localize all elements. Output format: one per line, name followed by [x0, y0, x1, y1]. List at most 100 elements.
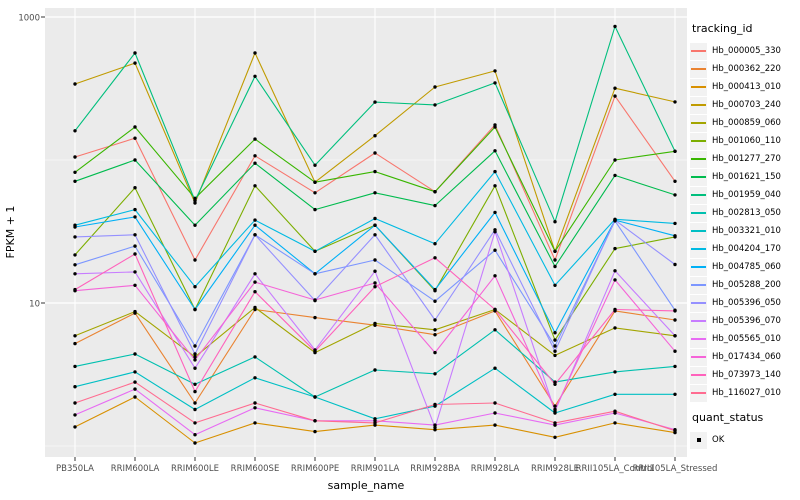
legend-item: Hb_001959_040 — [690, 186, 800, 204]
data-point — [433, 333, 437, 337]
legend-item-ok: OK — [690, 431, 800, 449]
data-point — [253, 401, 257, 405]
data-point — [493, 248, 497, 252]
data-point — [433, 203, 437, 208]
data-point — [613, 307, 617, 312]
data-point — [133, 252, 137, 256]
data-point — [433, 103, 437, 107]
data-point — [373, 134, 377, 138]
data-point — [193, 389, 197, 394]
data-point — [133, 370, 137, 374]
data-point — [493, 423, 497, 427]
x-tick-label: RRIM928LA — [471, 464, 520, 474]
data-point — [673, 262, 677, 267]
legend-item-label: Hb_000703_240 — [712, 100, 781, 110]
legend-key — [690, 132, 707, 150]
data-point — [73, 364, 77, 369]
data-point — [73, 334, 77, 338]
x-tick-label: RRIM600SE — [231, 464, 280, 474]
data-point — [313, 395, 317, 399]
data-point — [313, 419, 317, 423]
data-point — [313, 298, 317, 302]
series-color-line-icon — [691, 320, 706, 322]
data-point — [433, 190, 437, 194]
data-point — [553, 407, 557, 412]
data-point — [313, 207, 317, 212]
legend-item: Hb_116027_010 — [690, 384, 800, 402]
data-point — [493, 169, 497, 174]
series-color-line-icon — [691, 248, 706, 250]
data-point — [73, 170, 77, 174]
data-point — [133, 207, 137, 212]
data-point — [193, 198, 197, 203]
point-icon — [696, 438, 701, 442]
data-point — [493, 230, 497, 234]
legend-item: Hb_000362_220 — [690, 60, 800, 78]
data-point — [133, 233, 137, 237]
data-point — [73, 272, 77, 276]
data-point — [433, 242, 437, 246]
data-point — [493, 274, 497, 278]
legend-item: Hb_001277_270 — [690, 150, 800, 168]
data-point — [373, 258, 377, 262]
data-point — [313, 429, 317, 434]
data-point — [613, 86, 617, 90]
data-point — [373, 223, 377, 227]
legend-item: Hb_005565_010 — [690, 330, 800, 348]
data-point — [133, 380, 137, 384]
data-point — [373, 269, 377, 273]
legend-key — [690, 60, 707, 78]
data-point — [253, 272, 257, 276]
data-point — [193, 223, 197, 227]
data-point — [373, 100, 377, 104]
data-point — [433, 372, 437, 376]
x-tick-label: RRIM928BA — [410, 464, 460, 474]
data-point — [553, 349, 557, 353]
data-point — [193, 441, 197, 445]
data-point — [253, 184, 257, 188]
legend-key — [690, 204, 707, 222]
data-point — [253, 421, 257, 425]
y-axis-tick-10: 10 — [29, 300, 40, 310]
data-point — [553, 258, 557, 262]
legend-item-label: OK — [712, 435, 725, 445]
x-tick-label: RRIM600LE — [171, 464, 219, 474]
legend-key — [690, 348, 707, 366]
data-point — [253, 161, 257, 165]
legend-title-quant-status: quant_status — [692, 411, 764, 424]
data-point — [493, 81, 497, 85]
data-point — [133, 309, 137, 314]
data-point — [553, 421, 557, 425]
data-point — [373, 191, 377, 195]
series-color-line-icon — [691, 158, 706, 160]
legend-item-label: Hb_004785_060 — [712, 262, 781, 272]
series-color-line-icon — [691, 374, 706, 376]
data-point — [673, 392, 677, 396]
data-point — [313, 163, 317, 167]
legend-item-label: Hb_005565_010 — [712, 334, 781, 344]
data-point — [193, 407, 197, 412]
legend-item-label: Hb_000362_220 — [712, 64, 781, 74]
legend-key — [690, 294, 707, 312]
legend-item-label: Hb_002813_050 — [712, 208, 781, 218]
data-point — [373, 281, 377, 285]
legend-block-quant-status: quant_status OK — [690, 411, 800, 449]
legend-item-label: Hb_073973_140 — [712, 370, 781, 380]
data-point — [133, 186, 137, 190]
legend-item: Hb_000703_240 — [690, 96, 800, 114]
data-point — [253, 223, 257, 227]
legend-item: Hb_000413_010 — [690, 78, 800, 96]
data-point — [73, 82, 77, 86]
data-point — [613, 278, 617, 282]
data-point — [673, 234, 677, 238]
legend-item-label: Hb_000005_330 — [712, 46, 781, 56]
data-point — [133, 283, 137, 287]
data-point — [193, 201, 197, 205]
legend-item-label: Hb_116027_010 — [712, 388, 781, 398]
data-point — [193, 433, 197, 437]
data-point — [73, 155, 77, 159]
data-point — [433, 423, 437, 427]
legend-item-label: Hb_017434_060 — [712, 352, 781, 362]
data-point — [493, 401, 497, 405]
data-point — [673, 179, 677, 183]
